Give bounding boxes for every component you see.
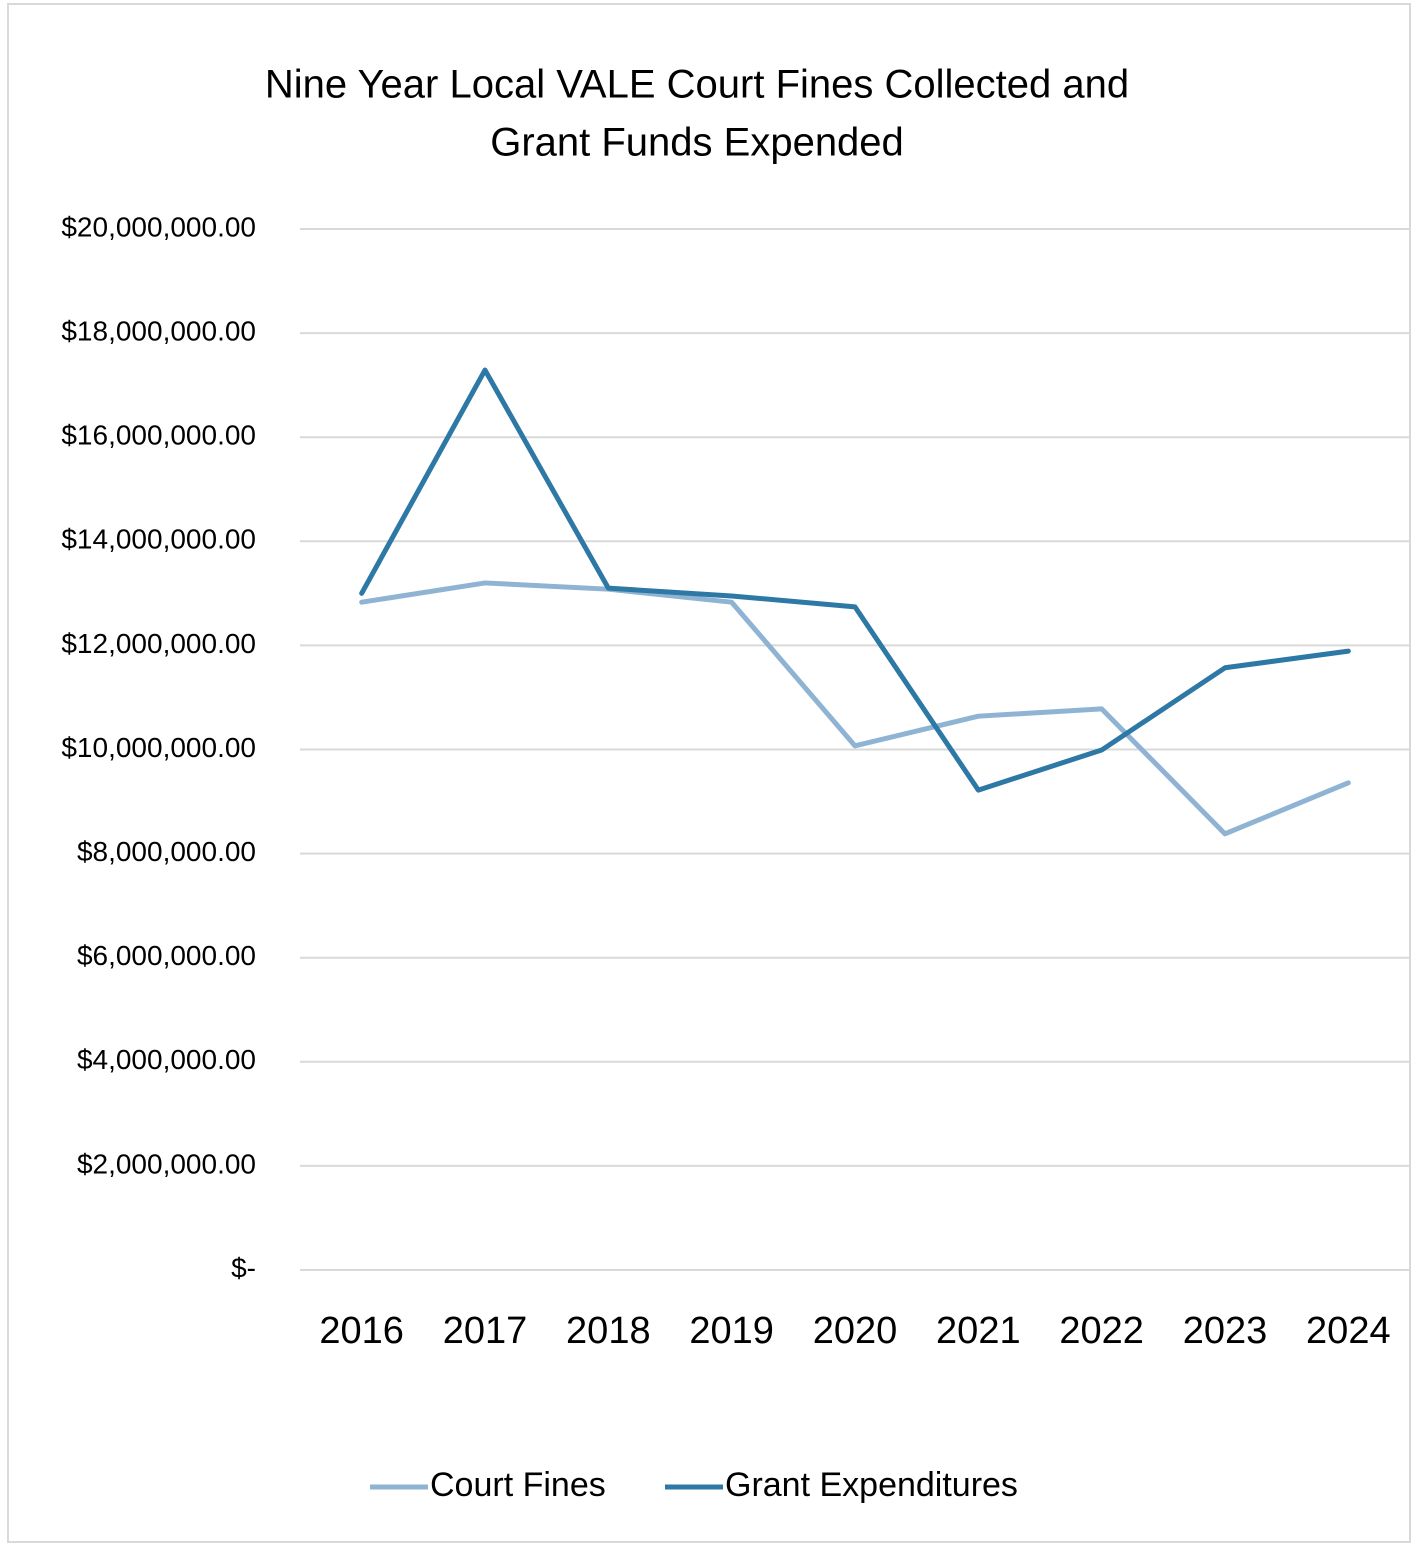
chart-frame: [7, 3, 1411, 1543]
y-tick-label: $16,000,000.00: [61, 420, 256, 451]
legend-label: Court Fines: [430, 1466, 606, 1504]
x-tick-label: 2019: [689, 1310, 774, 1352]
x-tick-label: 2016: [319, 1310, 404, 1352]
y-tick-label: $10,000,000.00: [61, 732, 256, 763]
data-line: [359, 367, 1351, 793]
x-tick-label: 2023: [1183, 1310, 1268, 1352]
x-tick-label: 2017: [443, 1310, 528, 1352]
y-tick-label: $4,000,000.00: [77, 1044, 256, 1075]
legend-label: Grant Expenditures: [725, 1466, 1018, 1504]
y-tick-label: $6,000,000.00: [77, 940, 256, 971]
x-tick-label: 2018: [566, 1310, 651, 1352]
x-tick-label: 2021: [936, 1310, 1021, 1352]
y-tick-label: $12,000,000.00: [61, 628, 256, 659]
data-line: [359, 580, 1351, 837]
y-tick-label: $14,000,000.00: [61, 524, 256, 555]
x-tick-label: 2020: [813, 1310, 898, 1352]
y-tick-label: $2,000,000.00: [77, 1148, 256, 1179]
y-tick-label: $18,000,000.00: [61, 315, 256, 346]
y-tick-label: $-: [231, 1252, 256, 1283]
y-tick-label: $8,000,000.00: [77, 836, 256, 867]
y-tick-label: $20,000,000.00: [61, 211, 256, 242]
chart-title: Nine Year Local VALE Court Fines Collect…: [265, 63, 1129, 107]
x-tick-label: 2022: [1059, 1310, 1144, 1352]
chart-title: Grant Funds Expended: [490, 121, 904, 165]
x-tick-label: 2024: [1306, 1310, 1391, 1352]
